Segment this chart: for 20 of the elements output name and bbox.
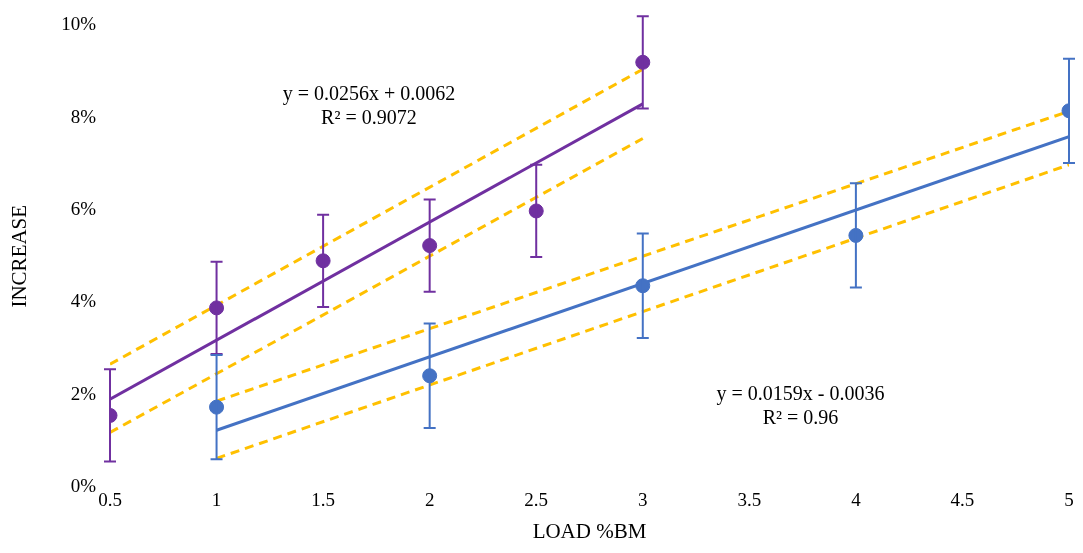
annotation: y = 0.0159x - 0.0036 R² = 0.96	[716, 381, 885, 428]
annotation: y = 0.0256x + 0.0062 R² = 0.9072	[282, 81, 456, 128]
x-tick-label: 5	[1064, 489, 1074, 511]
y-tick-label: 8%	[70, 105, 97, 127]
x-tick-label: 2	[424, 489, 435, 511]
x-tick-label: 4.5	[950, 489, 975, 511]
x-tick-label: 2.5	[524, 489, 549, 511]
x-tick-label: 4	[851, 489, 862, 511]
x-tick-label: 1.5	[311, 489, 335, 511]
y-tick-label: 10%	[61, 13, 97, 35]
x-tick-label: 3	[638, 489, 648, 511]
y-tick-label: 0%	[70, 474, 97, 496]
x-tick-label: 3.5	[737, 489, 762, 511]
y-tick-label: 6%	[70, 198, 97, 220]
y-axis-title: INCREASE	[7, 204, 32, 308]
y-tick-label: 2%	[70, 382, 97, 404]
y-tick-label: 4%	[70, 290, 97, 312]
x-tick-label: 1	[211, 489, 222, 511]
x-axis-title: LOAD %BM	[532, 518, 647, 543]
x-tick-label: 0.5	[98, 489, 122, 511]
